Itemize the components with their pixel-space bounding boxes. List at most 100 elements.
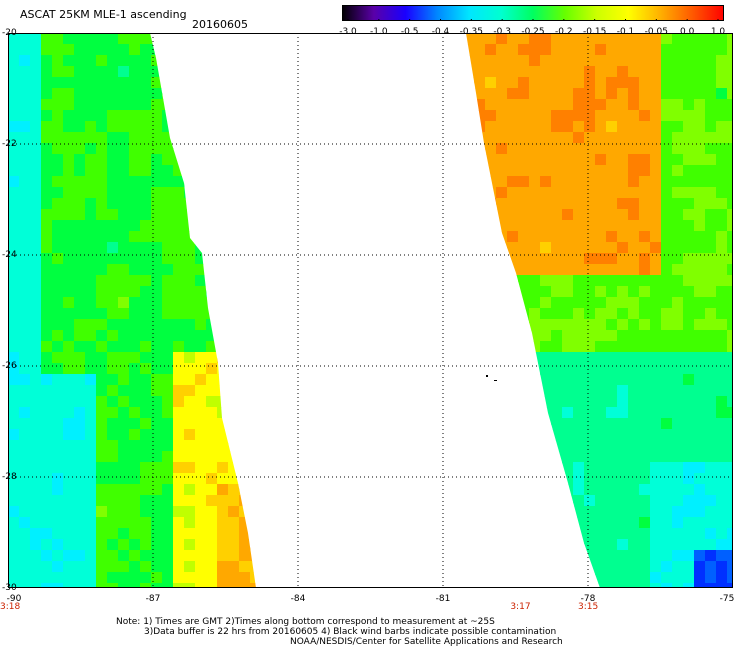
swath-cell xyxy=(96,539,108,551)
swath-cell xyxy=(151,33,163,45)
swath-cell xyxy=(617,308,629,320)
swath-cell xyxy=(562,341,574,353)
swath-cell xyxy=(140,418,152,430)
swath-cell xyxy=(507,275,519,287)
swath-cell xyxy=(705,319,717,331)
swath-cell xyxy=(507,143,519,155)
swath-cell xyxy=(173,396,185,408)
swath-cell xyxy=(628,341,640,353)
swath-cell xyxy=(217,539,229,551)
swath-cell xyxy=(19,473,31,485)
swath-cell xyxy=(466,55,475,67)
swath-cell xyxy=(228,198,240,210)
swath-cell xyxy=(206,231,218,243)
swath-cell xyxy=(727,198,733,210)
swath-cell xyxy=(466,264,475,276)
swath-cell xyxy=(639,297,651,309)
swath-cell xyxy=(617,165,629,177)
swath-cell xyxy=(96,121,108,133)
swath-cell xyxy=(639,363,651,375)
swath-cell xyxy=(617,242,629,254)
swath-cell xyxy=(30,33,42,45)
swath-cell xyxy=(507,88,519,100)
swath-cell xyxy=(672,462,684,474)
swath-cell xyxy=(41,198,53,210)
swath-cell xyxy=(30,253,42,265)
swath-cell xyxy=(518,539,530,551)
swath-cell xyxy=(562,198,574,210)
swath-cell xyxy=(496,363,508,375)
swath-cell xyxy=(496,440,508,452)
swath-cell xyxy=(606,176,618,188)
swath-cell xyxy=(195,231,207,243)
swath-cell xyxy=(19,418,31,430)
swath-cell xyxy=(195,165,207,177)
swath-cell xyxy=(217,242,229,254)
swath-cell xyxy=(217,451,229,463)
swath-cell xyxy=(518,286,530,298)
swath-cell xyxy=(85,275,97,287)
swath-cell xyxy=(617,176,629,188)
swath-cell xyxy=(250,330,256,342)
swath-cell xyxy=(562,209,574,221)
swath-cell xyxy=(518,484,530,496)
swath-cell xyxy=(162,528,174,540)
swath-cell xyxy=(661,583,673,588)
swath-cell xyxy=(661,418,673,430)
swath-cell xyxy=(85,308,97,320)
swath-cell xyxy=(518,517,530,529)
swath-cell xyxy=(540,286,552,298)
swath-cell xyxy=(518,242,530,254)
swath-cell xyxy=(173,275,185,287)
swath-cell xyxy=(617,462,629,474)
swath-cell xyxy=(683,66,695,78)
swath-cell xyxy=(617,44,629,56)
swath-cell xyxy=(650,396,662,408)
swath-cell xyxy=(551,473,563,485)
swath-cell xyxy=(261,165,273,177)
swath-cell xyxy=(639,99,651,111)
swath-cell xyxy=(250,363,256,375)
swath-cell xyxy=(206,550,218,562)
swath-cell xyxy=(96,132,108,144)
swath-cell xyxy=(74,374,86,386)
swath-cell xyxy=(727,187,733,199)
swath-cell xyxy=(63,429,75,441)
swath-cell xyxy=(195,473,207,485)
swath-cell xyxy=(261,451,273,463)
swath-cell xyxy=(606,132,618,144)
swath-cell xyxy=(606,242,618,254)
swath-cell xyxy=(195,55,207,67)
swath-cell xyxy=(184,220,196,232)
swath-cell xyxy=(250,341,256,353)
swath-cell xyxy=(518,429,530,441)
swath-cell xyxy=(562,66,574,78)
swath-cell xyxy=(195,132,207,144)
swath-cell xyxy=(551,484,563,496)
swath-cell xyxy=(173,286,185,298)
swath-cell xyxy=(184,231,196,243)
swath-cell xyxy=(683,308,695,320)
swath-cell xyxy=(507,66,519,78)
swath-cell xyxy=(151,352,163,364)
swath-cell xyxy=(562,286,574,298)
swath-cell xyxy=(606,462,618,474)
swath-cell xyxy=(551,341,563,353)
swath-cell xyxy=(466,550,475,562)
swath-cell xyxy=(19,253,31,265)
swath-cell xyxy=(496,539,508,551)
swath-cell xyxy=(140,242,152,254)
swath-cell xyxy=(195,385,207,397)
swath-cell xyxy=(52,198,64,210)
swath-cell xyxy=(474,407,486,419)
swath-cell xyxy=(474,209,486,221)
swath-cell xyxy=(584,539,596,551)
swath-cell xyxy=(540,253,552,265)
swath-cell xyxy=(173,429,185,441)
swath-cell xyxy=(162,341,174,353)
swath-cell xyxy=(19,363,31,375)
swath-cell xyxy=(694,66,706,78)
swath-cell xyxy=(562,484,574,496)
swath-cell xyxy=(74,473,86,485)
swath-cell xyxy=(606,275,618,287)
